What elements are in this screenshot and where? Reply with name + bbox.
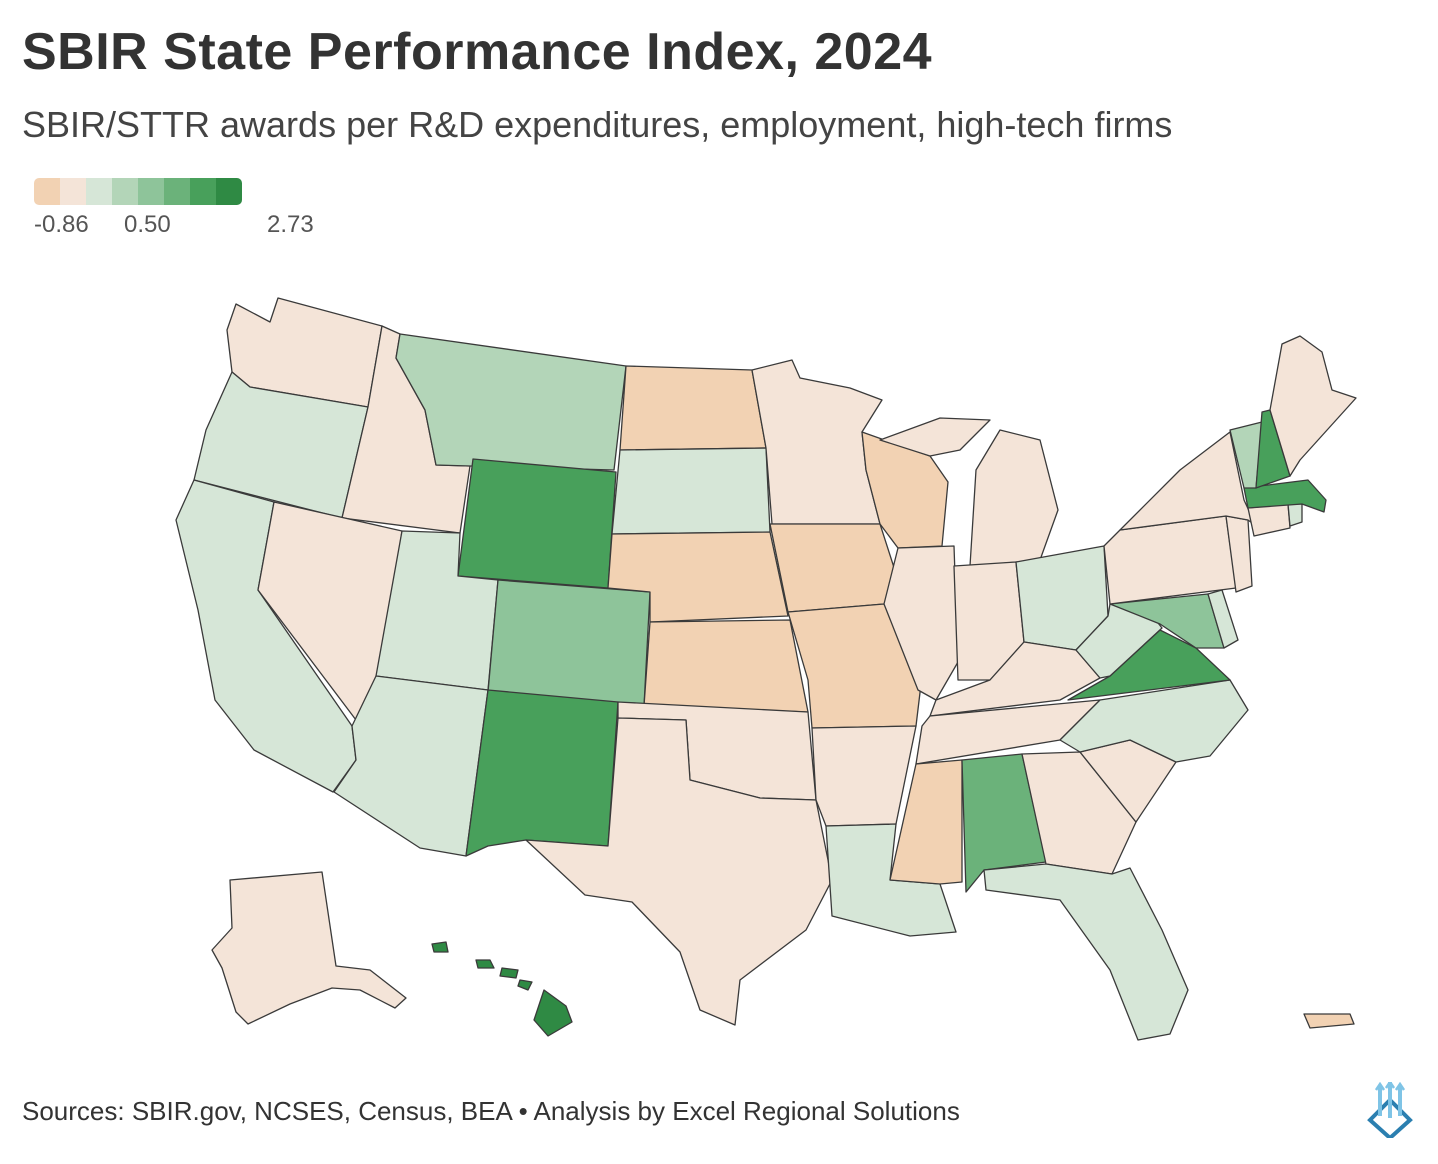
legend-swatch bbox=[86, 178, 112, 205]
state-hawaii[interactable] bbox=[431, 941, 573, 1037]
legend-color-bar bbox=[34, 178, 242, 205]
state-south-dakota[interactable] bbox=[611, 447, 771, 535]
state-tennessee[interactable] bbox=[915, 699, 1101, 765]
state-iowa[interactable] bbox=[769, 523, 899, 613]
state-north-carolina[interactable] bbox=[1059, 679, 1249, 763]
state-new-mexico[interactable] bbox=[465, 689, 619, 857]
color-legend: -0.86 0.50 2.73 bbox=[34, 178, 314, 238]
state-connecticut[interactable] bbox=[1247, 503, 1291, 537]
legend-mid-label: 0.50 bbox=[124, 211, 171, 238]
legend-swatch bbox=[138, 178, 164, 205]
chart-title: SBIR State Performance Index, 2024 bbox=[22, 23, 933, 81]
state-delaware[interactable] bbox=[1207, 589, 1239, 649]
state-florida[interactable] bbox=[983, 863, 1189, 1041]
state-georgia[interactable] bbox=[1021, 751, 1137, 875]
state-montana[interactable] bbox=[395, 333, 627, 471]
legend-min-label: -0.86 bbox=[34, 211, 89, 238]
state-kansas[interactable] bbox=[643, 619, 809, 713]
chart-subtitle: SBIR/STTR awards per R&D expenditures, e… bbox=[22, 104, 1173, 145]
territory-puerto-rico[interactable] bbox=[1303, 1013, 1355, 1029]
excel-regional-logo-icon bbox=[1367, 1082, 1413, 1138]
state-alaska[interactable] bbox=[211, 871, 407, 1025]
legend-swatch bbox=[60, 178, 86, 205]
legend-swatch bbox=[34, 178, 60, 205]
state-massachusetts[interactable] bbox=[1243, 479, 1327, 513]
state-mississippi[interactable] bbox=[889, 759, 963, 885]
legend-swatch bbox=[190, 178, 216, 205]
state-arkansas[interactable] bbox=[811, 725, 917, 827]
state-colorado[interactable] bbox=[487, 579, 651, 707]
state-texas[interactable] bbox=[525, 717, 833, 1026]
state-virginia[interactable] bbox=[1067, 629, 1231, 701]
state-wyoming[interactable] bbox=[457, 458, 617, 589]
state-maryland[interactable] bbox=[1109, 593, 1225, 649]
legend-swatch bbox=[216, 178, 242, 205]
legend-swatch bbox=[112, 178, 138, 205]
state-alabama[interactable] bbox=[961, 753, 1047, 893]
state-maine[interactable] bbox=[1269, 335, 1357, 477]
state-north-dakota[interactable] bbox=[619, 365, 767, 451]
legend-max-label: 2.73 bbox=[267, 211, 314, 238]
state-louisiana[interactable] bbox=[825, 823, 957, 937]
state-rhode-island[interactable] bbox=[1287, 503, 1303, 527]
source-footnote: Sources: SBIR.gov, NCSES, Census, BEA • … bbox=[22, 1096, 960, 1126]
legend-swatch bbox=[164, 178, 190, 205]
